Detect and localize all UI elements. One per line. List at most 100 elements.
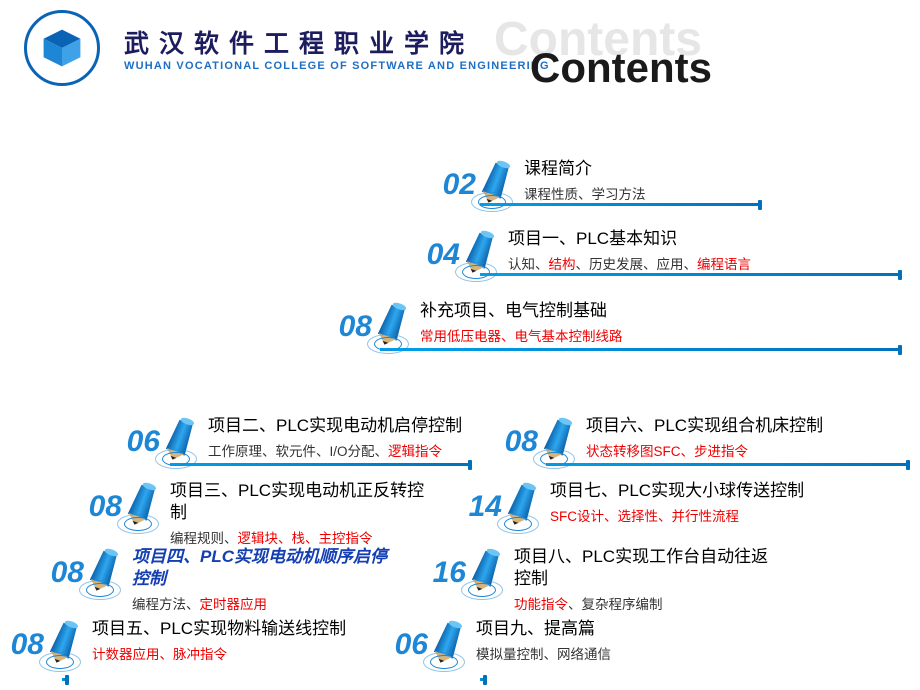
- pencil-decoration: [480, 158, 512, 206]
- item-text-column: 项目六、PLC实现组合机床控制状态转移图SFC、步进指令: [586, 415, 856, 460]
- item-subtitle-segment-highlight: 结构: [549, 257, 576, 272]
- institution-name-cn: 武汉软件工程职业学院: [124, 24, 550, 60]
- item-number: 08: [328, 310, 372, 344]
- item-subtitle: 编程方法、定时器应用: [132, 593, 402, 613]
- contents-item: 08 项目三、PLC实现电动机正反转控制编程规则、逻辑块、栈、主控指令: [78, 480, 440, 547]
- item-number: 16: [422, 556, 466, 590]
- item-subtitle-segment: 编程方法、: [132, 597, 200, 612]
- item-number: 14: [458, 490, 502, 524]
- item-subtitle: 工作原理、软元件、I/O分配、逻辑指令: [208, 440, 478, 460]
- pencil-decoration: [126, 480, 158, 528]
- item-subtitle-segment-highlight: 计数器应用、脉冲指令: [92, 647, 227, 662]
- contents-item: 08 项目四、PLC实现电动机顺序启停控制编程方法、定时器应用: [40, 546, 402, 613]
- item-title: 项目九、提高篇: [476, 618, 746, 640]
- ripple-icon: [472, 192, 512, 212]
- logo-cube-icon: [39, 25, 85, 71]
- contents-item: 14 项目七、PLC实现大小球传送控制SFC设计、选择性、并行性流程: [458, 480, 820, 528]
- item-subtitle: 状态转移图SFC、步进指令: [586, 440, 856, 460]
- item-subtitle-segment: 认知、: [508, 257, 549, 272]
- item-number: 06: [116, 425, 160, 459]
- item-text-column: 项目七、PLC实现大小球传送控制SFC设计、选择性、并行性流程: [550, 480, 820, 525]
- item-subtitle: 模拟量控制、网络通信: [476, 643, 746, 663]
- contents-item: 08 项目五、PLC实现物料输送线控制计数器应用、脉冲指令: [0, 618, 362, 666]
- ripple-icon: [40, 652, 80, 672]
- ripple-icon: [368, 334, 408, 354]
- item-title: 项目四、PLC实现电动机顺序启停控制: [132, 546, 402, 590]
- pencil-decoration: [464, 228, 496, 276]
- divider-line: [170, 463, 470, 466]
- ripple-icon: [118, 514, 158, 534]
- pencil-decoration: [470, 546, 502, 594]
- item-subtitle-segment-highlight: 编程语言: [697, 257, 751, 272]
- pencil-decoration: [432, 618, 464, 666]
- item-text-column: 项目五、PLC实现物料输送线控制计数器应用、脉冲指令: [92, 618, 362, 663]
- contents-item: 06 项目九、提高篇模拟量控制、网络通信: [384, 618, 746, 666]
- pencil-decoration: [88, 546, 120, 594]
- ripple-icon: [424, 652, 464, 672]
- ripple-icon: [462, 580, 502, 600]
- pencil-decoration: [542, 415, 574, 463]
- contents-item: 02 课程简介课程性质、学习方法: [432, 158, 794, 206]
- ripple-icon: [534, 449, 574, 469]
- item-subtitle-segment: 编程规则、: [170, 531, 238, 546]
- item-subtitle-segment-highlight: 定时器应用: [200, 597, 268, 612]
- divider-line: [480, 678, 485, 681]
- divider-line: [546, 463, 908, 466]
- ripple-icon: [456, 262, 496, 282]
- pencil-decoration: [376, 300, 408, 348]
- item-subtitle-segment-highlight: 常用低压电器、电气基本控制线路: [420, 329, 623, 344]
- item-title: 项目二、PLC实现电动机启停控制: [208, 415, 478, 437]
- item-text-column: 项目二、PLC实现电动机启停控制工作原理、软元件、I/O分配、逻辑指令: [208, 415, 478, 460]
- institution-name-block: 武汉软件工程职业学院 WUHAN VOCATIONAL COLLEGE OF S…: [124, 24, 550, 72]
- item-text-column: 补充项目、电气控制基础常用低压电器、电气基本控制线路: [420, 300, 690, 345]
- item-subtitle-segment-highlight: 逻辑块、栈、主控指令: [238, 531, 373, 546]
- pencil-decoration: [164, 415, 196, 463]
- item-title: 项目八、PLC实现工作台自动往返控制: [514, 546, 784, 590]
- item-subtitle-segment-highlight: 逻辑指令: [388, 444, 442, 459]
- item-number: 08: [78, 490, 122, 524]
- ripple-icon: [80, 580, 120, 600]
- item-text-column: 课程简介课程性质、学习方法: [524, 158, 794, 203]
- contents-item: 08 项目六、PLC实现组合机床控制状态转移图SFC、步进指令: [494, 415, 856, 463]
- item-title: 项目七、PLC实现大小球传送控制: [550, 480, 820, 502]
- item-title: 课程简介: [524, 158, 794, 180]
- item-number: 08: [0, 628, 44, 662]
- college-logo: [24, 10, 100, 86]
- item-text-column: 项目九、提高篇模拟量控制、网络通信: [476, 618, 746, 663]
- item-subtitle-segment-highlight: 功能指令: [514, 597, 568, 612]
- item-number: 04: [416, 238, 460, 272]
- ripple-icon: [156, 449, 196, 469]
- pencil-decoration: [506, 480, 538, 528]
- contents-item: 06 项目二、PLC实现电动机启停控制工作原理、软元件、I/O分配、逻辑指令: [116, 415, 478, 463]
- item-subtitle: 课程性质、学习方法: [524, 183, 794, 203]
- contents-label: Contents: [530, 44, 712, 92]
- item-subtitle-segment: 、历史发展、应用、: [576, 257, 698, 272]
- item-number: 08: [40, 556, 84, 590]
- item-text-column: 项目四、PLC实现电动机顺序启停控制编程方法、定时器应用: [132, 546, 402, 613]
- item-text-column: 项目一、PLC基本知识认知、结构、历史发展、应用、编程语言: [508, 228, 778, 273]
- item-subtitle-segment: 工作原理、软元件、I/O分配、: [208, 444, 388, 459]
- item-subtitle-segment: 课程性质、学习方法: [524, 187, 646, 202]
- item-number: 08: [494, 425, 538, 459]
- item-subtitle: 功能指令、复杂程序编制: [514, 593, 784, 613]
- item-subtitle: 计数器应用、脉冲指令: [92, 643, 362, 663]
- pencil-decoration: [48, 618, 80, 666]
- item-subtitle-segment: 、复杂程序编制: [568, 597, 663, 612]
- item-subtitle-segment-highlight: 状态转移图SFC、步进指令: [586, 444, 748, 459]
- item-subtitle: 认知、结构、历史发展、应用、编程语言: [508, 253, 778, 273]
- contents-item: 08 补充项目、电气控制基础常用低压电器、电气基本控制线路: [328, 300, 690, 348]
- contents-item: 04 项目一、PLC基本知识认知、结构、历史发展、应用、编程语言: [416, 228, 778, 276]
- item-subtitle: 常用低压电器、电气基本控制线路: [420, 325, 690, 345]
- divider-line: [62, 678, 67, 681]
- item-number: 02: [432, 168, 476, 202]
- item-title: 项目五、PLC实现物料输送线控制: [92, 618, 362, 640]
- item-number: 06: [384, 628, 428, 662]
- item-title: 项目一、PLC基本知识: [508, 228, 778, 250]
- item-title: 补充项目、电气控制基础: [420, 300, 690, 322]
- item-text-column: 项目三、PLC实现电动机正反转控制编程规则、逻辑块、栈、主控指令: [170, 480, 440, 547]
- contents-item: 16 项目八、PLC实现工作台自动往返控制功能指令、复杂程序编制: [422, 546, 784, 613]
- item-title: 项目六、PLC实现组合机床控制: [586, 415, 856, 437]
- institution-name-en: WUHAN VOCATIONAL COLLEGE OF SOFTWARE AND…: [124, 60, 550, 72]
- item-title: 项目三、PLC实现电动机正反转控制: [170, 480, 440, 524]
- page-header: 武汉软件工程职业学院 WUHAN VOCATIONAL COLLEGE OF S…: [24, 10, 550, 86]
